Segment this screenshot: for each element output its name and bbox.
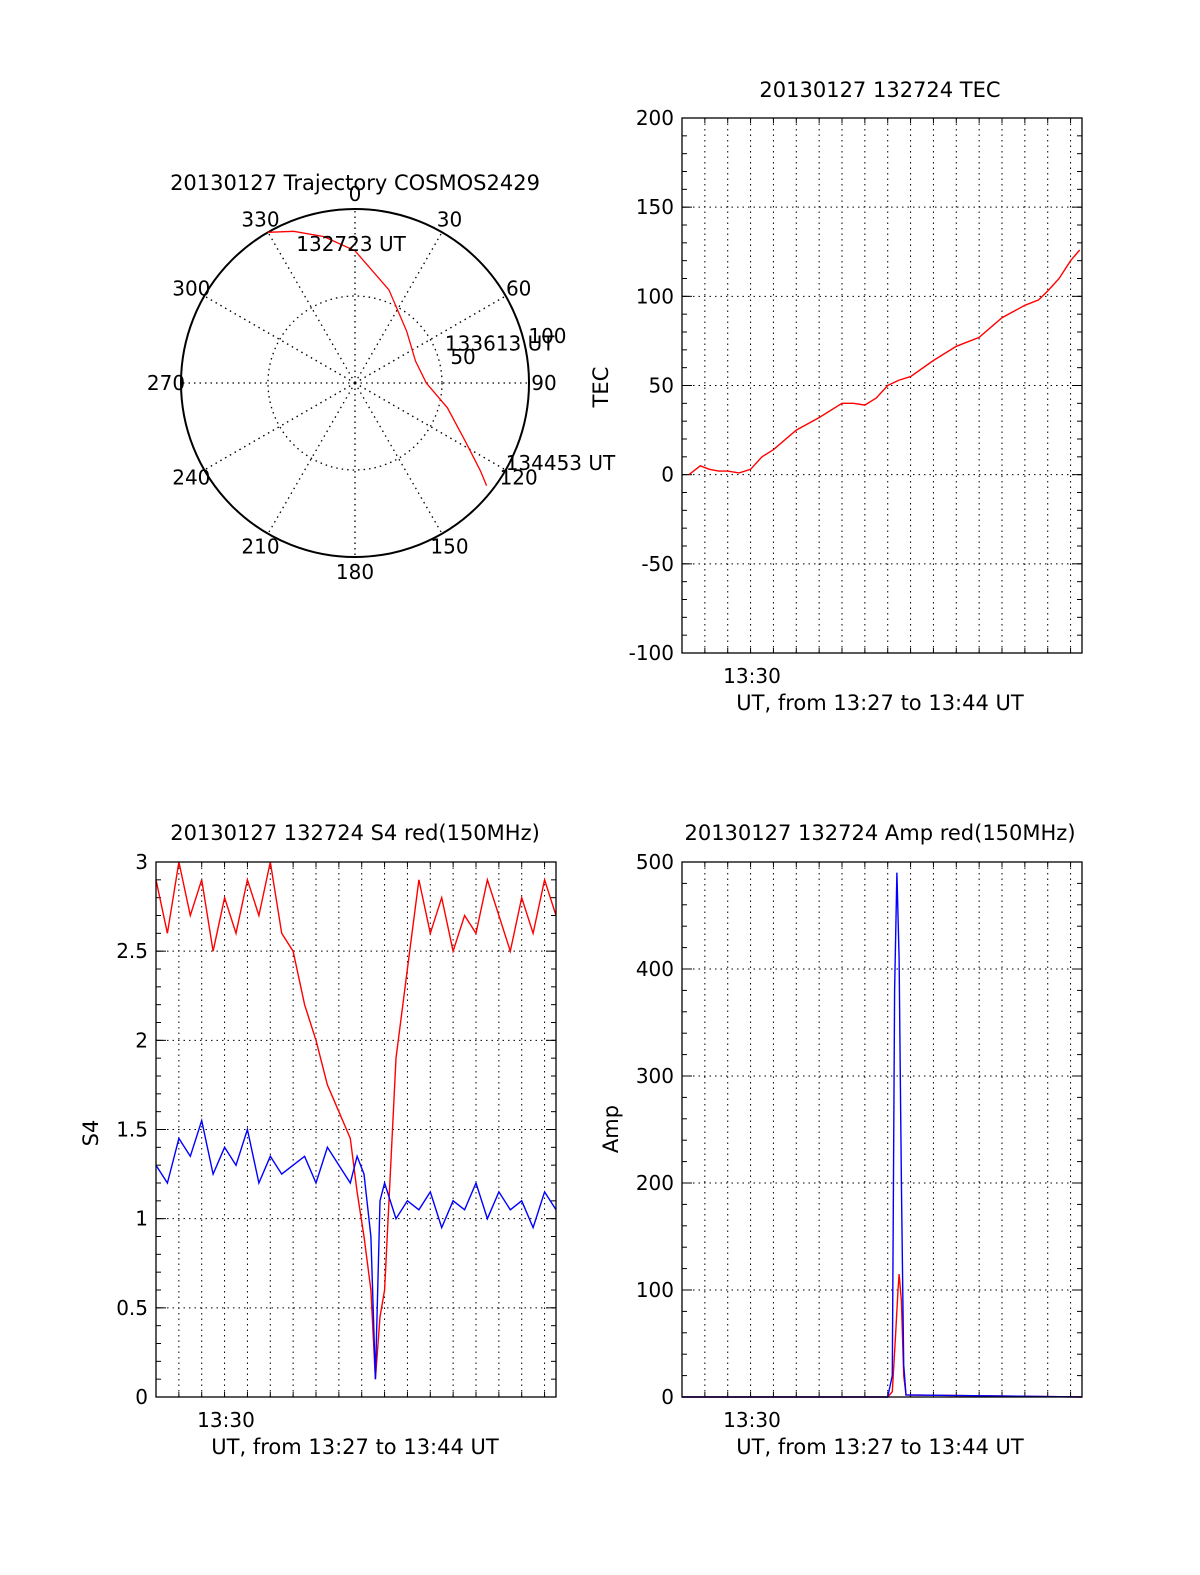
y-tick-label: 2 (135, 1028, 148, 1052)
plot-frame (681, 861, 1083, 1398)
polar-radial-label: 100 (528, 324, 566, 348)
polar-angle-label: 210 (241, 535, 279, 559)
polar-angle-label: 60 (506, 277, 531, 301)
polar-spoke (203, 382, 356, 471)
polar-trajectory-chart: 20130127 Trajectory COSMOS2429 0 30 60 90 12… (147, 171, 616, 584)
trajectory-line (267, 230, 488, 487)
polar-angle-label: 240 (172, 466, 210, 490)
y-tick-label: 200 (636, 1171, 674, 1195)
polar-spoke (354, 382, 507, 471)
y-tick-label: 0 (135, 1385, 148, 1409)
y-tick-label: 1 (135, 1207, 148, 1231)
polar-spoke (267, 382, 356, 535)
y-tick-label: 1.5 (116, 1118, 148, 1142)
y-tick-label: 3 (135, 850, 148, 874)
polar-angle-label: 150 (430, 535, 468, 559)
polar-radial-label: 50 (450, 345, 475, 369)
y-tick-label: 150 (636, 195, 674, 219)
y-tick-label: 100 (636, 284, 674, 308)
polar-spoke (354, 382, 443, 535)
amp-plot-area: 0 100 200 300 400 500 (636, 850, 1083, 1409)
tec-chart: 20130127 132724 TEC -100-50050100150200 … (589, 78, 1083, 715)
y-axis-label: TEC (589, 367, 613, 409)
s4-chart: 20130127 132724 S4 red(150MHz) 0 0.5 1 1.5 2… (79, 821, 557, 1459)
y-tick-label: 0 (661, 463, 674, 487)
y-tick-label: 200 (636, 106, 674, 130)
polar-spoke (354, 231, 443, 384)
x-tick-label: 13:30 (197, 1408, 255, 1432)
x-tick-label: 13:30 (723, 664, 781, 688)
polar-spoke (354, 295, 507, 384)
plot-frame (681, 117, 1083, 654)
s4-plot-area: 0 0.5 1 1.5 2 2.5 3 (116, 850, 557, 1409)
polar-angle-label: 330 (241, 207, 279, 231)
polar-spoke (203, 295, 356, 384)
polar-ring (267, 295, 443, 471)
chart-title: 20130127 132724 TEC (759, 78, 1000, 102)
y-tick-label: -100 (629, 641, 674, 665)
polar-angle-label: 30 (437, 207, 462, 231)
x-tick-label: 13:30 (723, 1408, 781, 1432)
series-line (682, 1273, 1083, 1398)
chart-title: 20130127 132724 S4 red(150MHz) (170, 821, 540, 845)
y-tick-label: 0 (661, 1385, 674, 1409)
polar-outer-circle (180, 208, 530, 558)
polar-annotations: 132723 UT 133613 UT 134453 UT (296, 232, 616, 475)
x-axis-label: UT, from 13:27 to 13:44 UT (736, 1435, 1024, 1459)
y-tick-label: 50 (649, 374, 674, 398)
chart-title: 20130127 132724 Amp red(150MHz) (684, 821, 1075, 845)
y-tick-label: -50 (641, 552, 674, 576)
polar-series (267, 230, 488, 487)
y-axis-label: S4 (79, 1120, 103, 1147)
x-axis-label: UT, from 13:27 to 13:44 UT (736, 691, 1024, 715)
y-tick-label: 0.5 (116, 1296, 148, 1320)
polar-angle-label: 270 (147, 371, 185, 395)
polar-spoke (267, 231, 356, 384)
x-axis-label: UT, from 13:27 to 13:44 UT (211, 1435, 499, 1459)
y-tick-label: 2.5 (116, 939, 148, 963)
y-tick-label: 400 (636, 957, 674, 981)
plot-frame (155, 861, 557, 1398)
series-line (155, 1117, 557, 1380)
polar-angle-label: 0 (349, 182, 362, 206)
chart-title: 20130127 Trajectory COSMOS2429 (170, 171, 540, 195)
series-line (688, 249, 1081, 476)
time-annotation: 133613 UT (445, 331, 555, 355)
series-line (155, 861, 557, 1380)
tec-plot-area: -100 -50 0 50 100 150 200 (629, 106, 1083, 665)
y-tick-label: 300 (636, 1064, 674, 1088)
amp-chart: 20130127 132724 Amp red(150MHz) 0 100 200 3… (599, 821, 1083, 1459)
series-line (682, 872, 1083, 1398)
polar-angle-label: 120 (500, 466, 538, 490)
y-tick-label: 500 (636, 850, 674, 874)
polar-grid (180, 208, 530, 558)
time-annotation: 134453 UT (506, 451, 616, 475)
polar-angle-label: 300 (172, 277, 210, 301)
polar-angle-labels: 0 30 60 90 120 150 180 210 240 270 300 330 50 100 (147, 182, 567, 584)
polar-angle-label: 180 (336, 560, 374, 584)
y-tick-label: 100 (636, 1278, 674, 1302)
time-annotation: 132723 UT (296, 232, 406, 256)
polar-angle-label: 90 (531, 371, 556, 395)
y-axis-label: Amp (599, 1105, 623, 1153)
